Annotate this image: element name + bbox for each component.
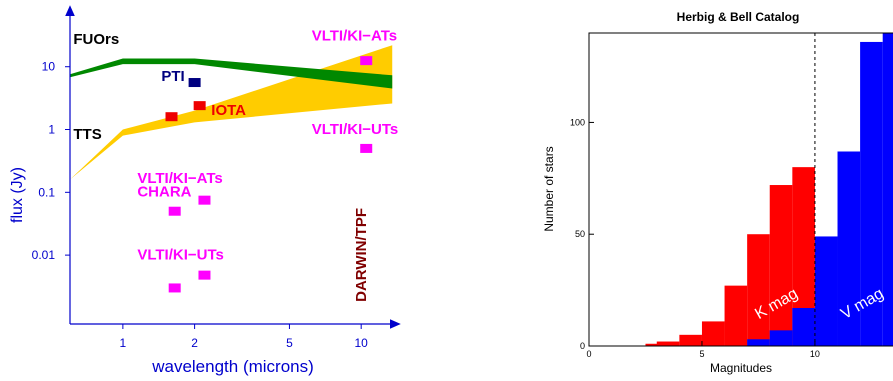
x-axis-label: wavelength (microns) — [151, 357, 314, 376]
x-axis-label: Magnitudes — [710, 361, 772, 375]
bar-k-mag — [656, 341, 680, 346]
bar-k-mag — [724, 285, 748, 346]
plot-frame — [588, 32, 893, 347]
y-tick-label: 0.1 — [38, 185, 55, 199]
y-tick-label: 0.01 — [32, 248, 56, 262]
bar-v-mag — [769, 330, 793, 346]
x-tick-label: 1 — [120, 336, 127, 350]
data-marker — [165, 112, 178, 122]
bar-v-mag — [792, 307, 815, 346]
bar-k-mag — [679, 334, 702, 346]
data-marker — [193, 101, 206, 111]
annotation-label: VLTI/KI−UTs — [312, 121, 399, 138]
data-marker — [188, 78, 201, 88]
x-tick-label: 10 — [810, 349, 820, 359]
bar-v-mag — [747, 339, 770, 346]
y-tick-label: 50 — [575, 229, 585, 239]
band-tts — [70, 45, 393, 180]
annotation-label: PTI — [161, 68, 184, 85]
annotation-label: DARWIN/TPF — [353, 208, 370, 302]
y-axis-label: flux (Jy) — [9, 167, 26, 223]
annotation-label: TTS — [73, 126, 101, 143]
data-marker — [168, 206, 181, 216]
y-tick-label: 10 — [42, 60, 56, 74]
chart-title: Herbig & Bell Catalog — [677, 10, 800, 24]
x-tick-label: 0 — [586, 349, 591, 359]
bar-v-mag — [837, 151, 861, 346]
annotation-label: VLTI/KI−ATs — [312, 28, 397, 45]
annotation-label: FUOrs — [73, 31, 119, 48]
band-fuors — [70, 58, 393, 89]
x-tick-label: 10 — [354, 336, 368, 350]
data-marker — [360, 143, 373, 153]
bar-k-mag — [701, 321, 725, 346]
x-tick-label: 5 — [286, 336, 293, 350]
y-axis-label: Number of stars — [542, 146, 556, 231]
bar-v-mag — [882, 33, 893, 346]
data-marker — [360, 56, 373, 66]
annotation-label: VLTI/KI−UTs — [137, 247, 224, 264]
data-marker — [168, 283, 181, 293]
bar-v-mag — [860, 41, 883, 346]
data-marker — [198, 270, 211, 280]
x-tick-label: 5 — [699, 349, 704, 359]
bar-k-mag — [792, 167, 815, 346]
y-tick-label: 100 — [570, 117, 585, 127]
x-tick-label: 2 — [191, 336, 198, 350]
annotation-label: VLTI/KI−ATs — [137, 170, 222, 187]
flux-wavelength-chart: FUOrs PTI IOTA TTS VLTI/KI−ATs VLTI/KI−UTs VLT… — [9, 5, 401, 376]
y-tick-label: 0 — [580, 341, 585, 351]
bar-v-mag — [814, 236, 838, 346]
data-marker — [198, 195, 211, 205]
annotation-label: IOTA — [211, 102, 246, 119]
bar-k-mag — [747, 234, 770, 346]
bar-k-mag — [769, 185, 793, 346]
y-tick-label: 1 — [48, 123, 55, 137]
annotation-label: CHARA — [137, 184, 191, 201]
